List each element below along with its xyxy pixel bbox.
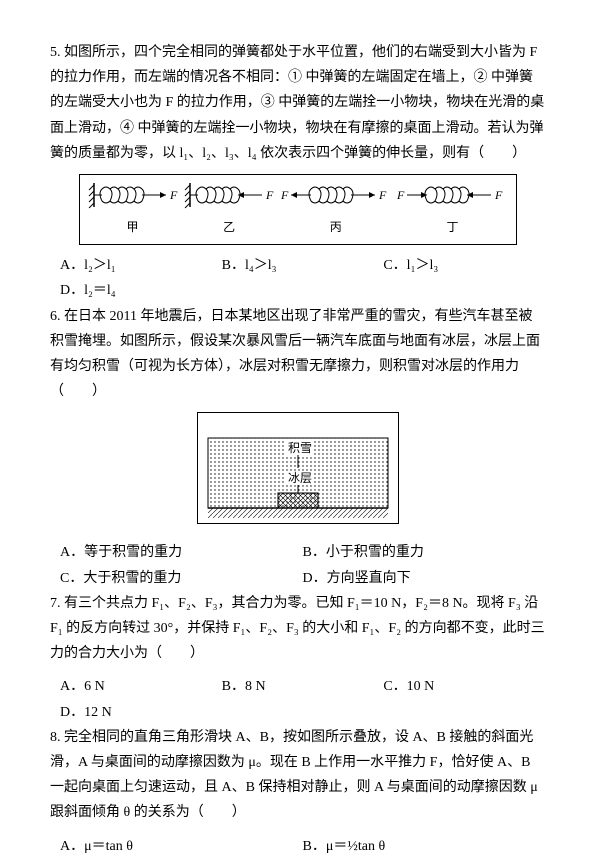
q6-opt-c: C．大于积雪的重力 <box>60 566 293 591</box>
svg-text:F: F <box>265 188 274 202</box>
spring-bing: F F 丙 <box>281 181 391 238</box>
ice-label: 冰层 <box>288 471 312 485</box>
spring-label-4: 丁 <box>397 217 507 239</box>
spring-label-1: 甲 <box>88 217 178 239</box>
q6-figure: 积雪 冰层 <box>50 412 545 532</box>
q8-options: A．μ＝tan θ B．μ＝½tan θ <box>60 834 545 859</box>
snow-label: 积雪 <box>288 441 312 455</box>
q5-opt-c: C．l₁＞l₃ <box>383 253 535 278</box>
q6-options: A．等于积雪的重力 B．小于积雪的重力 C．大于积雪的重力 D．方向竖直向下 <box>60 540 545 590</box>
q5-figure: F 甲 <box>50 174 545 245</box>
q5-text: 5. 如图所示，四个完全相同的弹簧都处于水平位置，他们的右端受到大小皆为 F 的… <box>50 40 545 166</box>
svg-text:F: F <box>281 188 289 202</box>
spring-label-2: 乙 <box>184 217 274 239</box>
svg-text:F: F <box>494 188 503 202</box>
q7-opt-d: D．12 N <box>60 700 535 725</box>
q8-opt-a: A．μ＝tan θ <box>60 834 293 859</box>
q7-options: A．6 N B．8 N C．10 N D．12 N <box>60 674 545 724</box>
q5-opt-d: D．l₂＝l₄ <box>60 278 535 303</box>
q5-options: A．l₂＞l₁ B．l₄＞l₃ C．l₁＞l₃ D．l₂＝l₄ <box>60 253 545 303</box>
spring-ding: F F 丁 <box>397 181 507 238</box>
spring-yi: F 乙 <box>184 181 274 238</box>
q7-opt-a: A．6 N <box>60 674 212 699</box>
q7-text: 7. 有三个共点力 F₁、F₂、F₃，其合力为零。已知 F₁＝10 N，F₂＝8… <box>50 591 545 667</box>
q6-opt-b: B．小于积雪的重力 <box>303 540 536 565</box>
q5-opt-a: A．l₂＞l₁ <box>60 253 212 278</box>
q8-opt-b: B．μ＝½tan θ <box>303 834 536 859</box>
spring-label-3: 丙 <box>281 217 391 239</box>
q7-opt-b: B．8 N <box>222 674 374 699</box>
svg-text:F: F <box>169 188 178 202</box>
q8-text: 8. 完全相同的直角三角形滑块 A、B，按如图所示叠放，设 A、B 接触的斜面光… <box>50 725 545 826</box>
q6-opt-a: A．等于积雪的重力 <box>60 540 293 565</box>
svg-text:F: F <box>397 188 405 202</box>
q6-text: 6. 在日本 2011 年地震后，日本某地区出现了非常严重的雪灾，有些汽车甚至被… <box>50 304 545 405</box>
q7-opt-c: C．10 N <box>383 674 535 699</box>
q5-opt-b: B．l₄＞l₃ <box>222 253 374 278</box>
svg-text:F: F <box>378 188 387 202</box>
spring-jia: F 甲 <box>88 181 178 238</box>
q6-opt-d: D．方向竖直向下 <box>303 566 536 591</box>
